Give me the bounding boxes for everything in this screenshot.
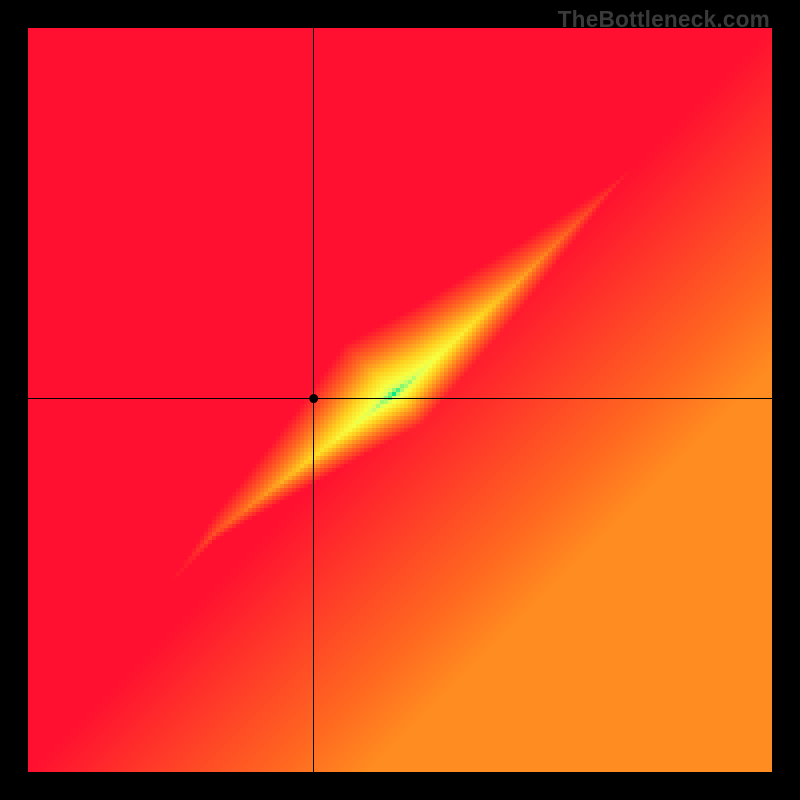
watermark-text: TheBottleneck.com <box>558 6 770 33</box>
chart-container: TheBottleneck.com <box>0 0 800 800</box>
bottleneck-heatmap <box>28 28 772 772</box>
